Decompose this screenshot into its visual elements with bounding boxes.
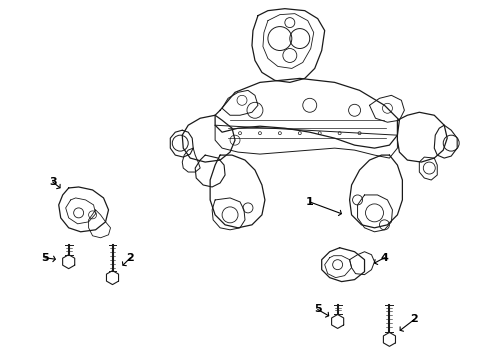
Text: 2: 2 bbox=[126, 253, 134, 263]
Text: 2: 2 bbox=[409, 314, 417, 324]
Text: 4: 4 bbox=[380, 253, 387, 263]
Text: 1: 1 bbox=[305, 197, 313, 207]
Text: 5: 5 bbox=[313, 305, 321, 315]
Text: 3: 3 bbox=[49, 177, 57, 187]
Text: 5: 5 bbox=[41, 253, 48, 263]
